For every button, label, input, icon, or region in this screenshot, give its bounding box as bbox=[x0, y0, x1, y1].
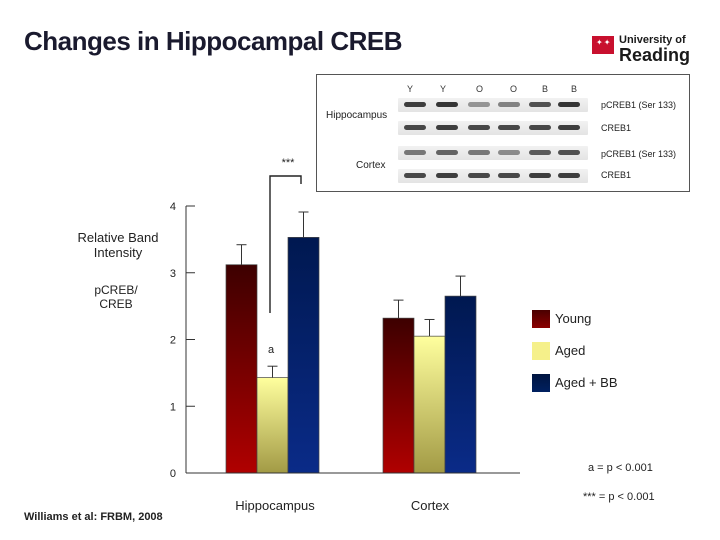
blot-band bbox=[468, 125, 490, 130]
blot-lane-label: B bbox=[571, 84, 578, 94]
slide-title: Changes in Hippocampal CREB bbox=[24, 26, 403, 56]
legend-swatch bbox=[532, 310, 550, 328]
logo-line2: Reading bbox=[619, 45, 691, 65]
blot-band bbox=[529, 125, 551, 130]
blot-row-label: pCREB1 (Ser 133) bbox=[601, 100, 677, 110]
blot-row-label: CREB1 bbox=[601, 170, 632, 180]
blot-band bbox=[558, 102, 580, 107]
blot-band bbox=[468, 173, 490, 178]
group-marker: a bbox=[268, 344, 275, 356]
y-tick-label: 0 bbox=[170, 468, 176, 480]
blot-strip bbox=[398, 146, 588, 160]
note-a: a = p < 0.001 bbox=[588, 462, 653, 474]
blot-tissue-cortex: Cortex bbox=[356, 160, 386, 171]
y-axis-sublabel: pCREB/ CREB bbox=[94, 283, 138, 311]
legend-label: Aged bbox=[555, 343, 586, 358]
university-logo: ✦✦ University of Reading bbox=[592, 32, 692, 68]
x-category-label: Cortex bbox=[411, 498, 450, 513]
y-tick-label: 2 bbox=[170, 335, 176, 347]
blot-band bbox=[404, 125, 426, 130]
blot-band bbox=[468, 102, 490, 107]
blot-band bbox=[558, 173, 580, 178]
blot-band bbox=[529, 150, 551, 155]
blot-band bbox=[468, 150, 490, 155]
bar bbox=[287, 237, 320, 474]
blot-band bbox=[558, 150, 580, 155]
legend-swatch bbox=[532, 374, 550, 392]
blot-row-label: pCREB1 (Ser 133) bbox=[601, 149, 677, 159]
crest-icon bbox=[592, 36, 614, 54]
blot-lane-label: O bbox=[476, 84, 484, 94]
bar bbox=[444, 295, 477, 474]
y-axis-label: Relative Band Intensity bbox=[77, 230, 159, 260]
legend-swatch bbox=[532, 342, 550, 360]
bar bbox=[413, 335, 446, 474]
blot-band bbox=[436, 125, 458, 130]
blot-band bbox=[436, 173, 458, 178]
blot-band bbox=[436, 150, 458, 155]
y-tick-label: 1 bbox=[170, 401, 176, 413]
logo-line1: University of bbox=[619, 34, 686, 46]
blot-band bbox=[404, 173, 426, 178]
x-category-label: Hippocampus bbox=[235, 498, 315, 513]
blot-strip bbox=[398, 121, 588, 135]
blot-row-label: CREB1 bbox=[601, 123, 632, 133]
blot-band bbox=[498, 173, 520, 178]
blot-band bbox=[498, 125, 520, 130]
blot-lane-label: O bbox=[510, 84, 518, 94]
note-stars: *** = p < 0.001 bbox=[583, 491, 655, 503]
blot-band bbox=[558, 125, 580, 130]
blot-band bbox=[436, 102, 458, 107]
bar bbox=[256, 377, 289, 474]
blot-strip bbox=[398, 98, 588, 112]
blot-band bbox=[404, 150, 426, 155]
blot-band bbox=[529, 173, 551, 178]
blot-band bbox=[529, 102, 551, 107]
legend-label: Young bbox=[555, 311, 592, 326]
legend-label: Aged + BB bbox=[555, 375, 618, 390]
blot-lane-label: Y bbox=[440, 84, 447, 94]
citation: Williams et al: FRBM, 2008 bbox=[24, 511, 163, 523]
blot-lane-label: B bbox=[542, 84, 549, 94]
bar bbox=[225, 264, 258, 474]
bar bbox=[382, 317, 415, 474]
y-tick-label: 4 bbox=[170, 201, 176, 213]
blot-band bbox=[498, 102, 520, 107]
y-tick-label: 3 bbox=[170, 268, 176, 280]
blot-band bbox=[404, 102, 426, 107]
blot-tissue-hippocampus: Hippocampus bbox=[326, 110, 388, 121]
blot-band bbox=[498, 150, 520, 155]
blot-strip bbox=[398, 169, 588, 183]
significance-marker: *** bbox=[282, 157, 296, 169]
significance-bracket bbox=[269, 175, 302, 313]
blot-lane-label: Y bbox=[407, 84, 414, 94]
